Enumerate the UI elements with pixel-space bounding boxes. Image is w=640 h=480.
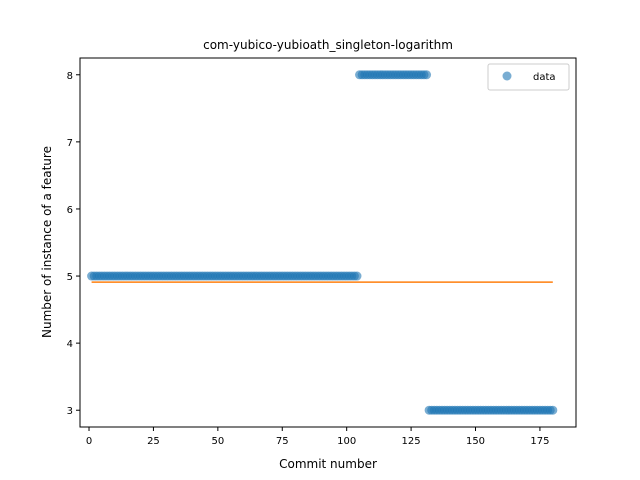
x-tick-label: 175 bbox=[530, 436, 549, 447]
x-tick-label: 150 bbox=[466, 436, 485, 447]
legend-box bbox=[487, 63, 570, 91]
x-tick-label: 25 bbox=[147, 436, 160, 447]
chart-title: com-yubico-yubioath_singleton-logarithm bbox=[203, 38, 453, 52]
y-tick-label: 7 bbox=[67, 138, 73, 149]
x-axis: 0 25 50 75 100 125 150 175 bbox=[86, 427, 549, 447]
y-axis: 3 4 5 6 7 8 bbox=[67, 71, 80, 417]
x-axis-label: Commit number bbox=[279, 457, 377, 471]
plot-area bbox=[87, 70, 558, 415]
legend: data bbox=[487, 63, 570, 91]
y-tick-label: 6 bbox=[67, 205, 73, 216]
x-tick-label: 100 bbox=[337, 436, 356, 447]
legend-label-data: data bbox=[533, 72, 556, 83]
x-tick-label: 50 bbox=[211, 436, 224, 447]
x-tick-label: 125 bbox=[402, 436, 421, 447]
data-point bbox=[422, 70, 432, 80]
x-tick-label: 75 bbox=[276, 436, 289, 447]
data-point bbox=[352, 271, 362, 281]
legend-marker-data bbox=[502, 71, 512, 81]
y-tick-label: 3 bbox=[67, 406, 73, 417]
y-tick-label: 8 bbox=[67, 71, 73, 82]
data-point bbox=[548, 405, 558, 415]
axes-frame bbox=[79, 57, 577, 428]
y-axis-label: Number of instance of a feature bbox=[40, 146, 54, 338]
x-tick-label: 0 bbox=[86, 436, 92, 447]
y-tick-label: 5 bbox=[67, 272, 73, 283]
y-tick-label: 4 bbox=[67, 339, 73, 350]
